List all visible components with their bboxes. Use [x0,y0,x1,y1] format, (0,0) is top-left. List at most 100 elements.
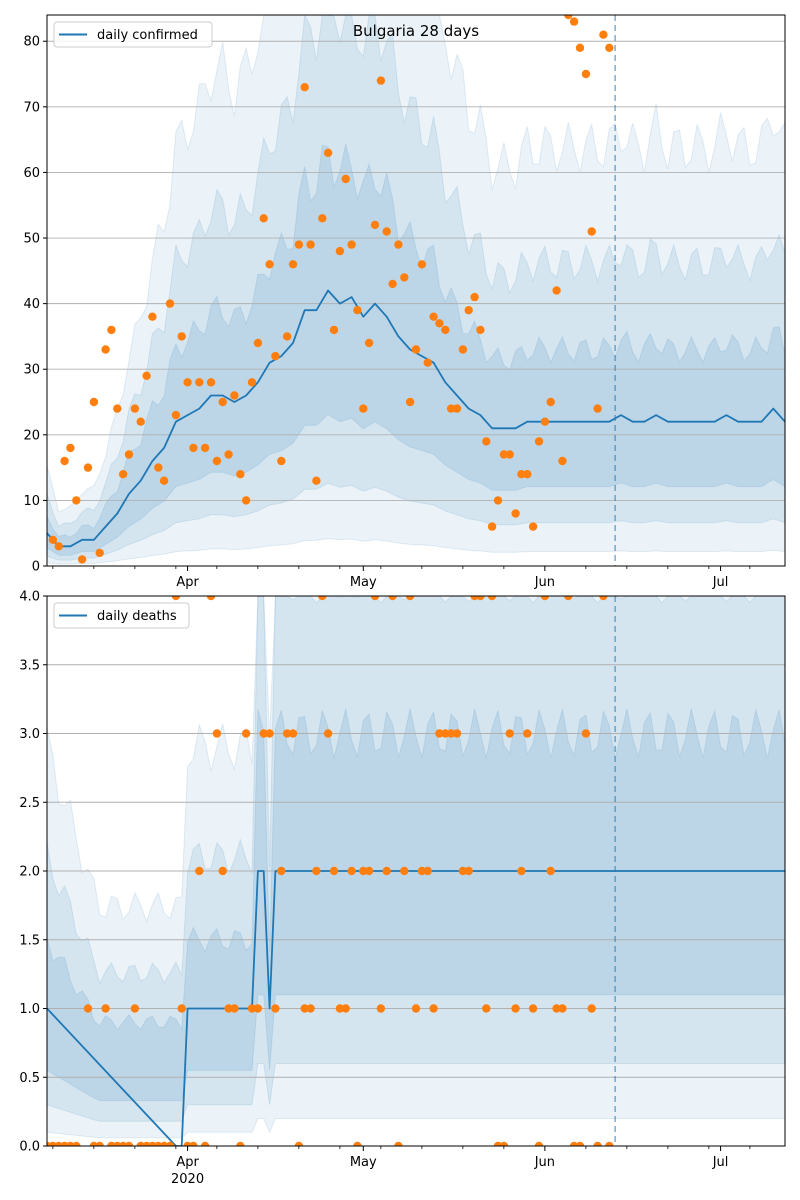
observation-point [534,437,544,446]
confidence-band-3 [47,708,785,1102]
observation-point [528,522,538,531]
y-tick-label: 80 [23,35,40,50]
observation-point [446,404,456,413]
series-layer [47,15,785,564]
observation-point [482,1004,491,1013]
observation-point [212,729,222,738]
observation-point [552,286,561,295]
observation-point [189,1141,198,1146]
observation-point [359,404,368,413]
observation-point [376,1004,386,1013]
observation-point [517,470,526,479]
observation-point [593,404,602,413]
observation-point [534,1141,544,1146]
observation-point [499,450,509,459]
observation-point [523,470,532,479]
observation-point [224,1004,233,1013]
observation-point [60,456,69,466]
observation-point [142,371,151,380]
confidence-band-2 [47,596,785,1122]
observation-point [113,404,122,413]
observation-point [400,273,409,282]
observation-point [587,227,596,236]
observation-point [605,43,614,52]
observation-point [464,866,473,876]
observation-point [118,470,128,479]
observation-point [101,1004,110,1013]
observation-point [441,729,450,738]
observation-point [224,450,233,459]
observation-point [236,1141,245,1146]
observation-point [318,214,327,223]
y-tick-label: 0 [32,560,40,575]
observation-point [599,30,608,39]
observation-point [452,729,462,738]
observation-point [394,240,403,249]
observation-point [382,866,391,876]
observation-point [335,1004,345,1013]
observation-point [72,496,81,505]
observation-point [107,325,116,335]
y-tick-label: 10 [23,494,40,509]
x-tick-label: Jul [712,1155,729,1170]
observation-point [101,345,110,354]
observation-point [417,260,427,269]
observation-point [540,417,550,426]
y-tick-label: 3.0 [19,727,40,742]
observation-point [581,69,591,79]
observation-point [312,476,321,485]
observation-point [54,542,63,551]
observation-point [423,358,432,367]
observation-point [464,306,473,315]
observation-point [300,1004,309,1013]
observation-point [505,729,514,738]
observation-point [148,312,157,321]
observation-point [165,299,175,308]
observation-point [306,1004,315,1013]
observation-point [364,338,374,348]
observation-point [405,397,415,407]
observation-point [130,404,140,413]
observation-point [200,1141,210,1146]
observation-point [411,1004,421,1013]
observation-point [435,319,444,328]
y-tick-label: 2.0 [19,865,40,880]
x-tick-label: Jul [712,575,729,590]
y-tick-label: 3.5 [19,658,40,673]
observation-point [294,240,304,249]
observation-point [417,866,427,876]
y-tick-label: 70 [23,100,40,115]
observation-point [370,220,380,230]
observation-point [218,866,227,876]
y-tick-label: 30 [23,363,40,378]
observation-point [341,1004,350,1013]
deaths-chart: 0.0 0.5 1.0 1.5 2.0 2.5 3.0 3.5 4.0 Apr 2020 May Ju… [19,590,786,1187]
observation-point [48,535,58,544]
observation-point [195,378,204,387]
observation-point [288,260,298,269]
observation-point [277,456,286,466]
observation-point [394,1141,403,1146]
legend: daily deaths [53,602,190,629]
x-tick-label: Apr [176,575,199,590]
observation-point [347,240,356,249]
observation-point [581,729,591,738]
observation-point [341,174,350,184]
observation-point [124,1141,134,1146]
x-year-label: 2020 [171,1172,204,1187]
observation-point [476,325,485,335]
observation-point [72,1141,81,1146]
observation-point [353,1141,362,1146]
observation-point [253,1004,263,1013]
observation-point [177,332,186,341]
observation-point [95,548,104,558]
observation-point [154,463,163,472]
observation-point [441,325,450,335]
observation-point [558,1004,567,1013]
observation-point [429,1004,438,1013]
observation-point [206,378,216,387]
observation-point [89,397,99,407]
y-axis: 0.0 0.5 1.0 1.5 2.0 2.5 3.0 3.5 4.0 [19,590,47,1155]
observation-point [452,404,462,413]
